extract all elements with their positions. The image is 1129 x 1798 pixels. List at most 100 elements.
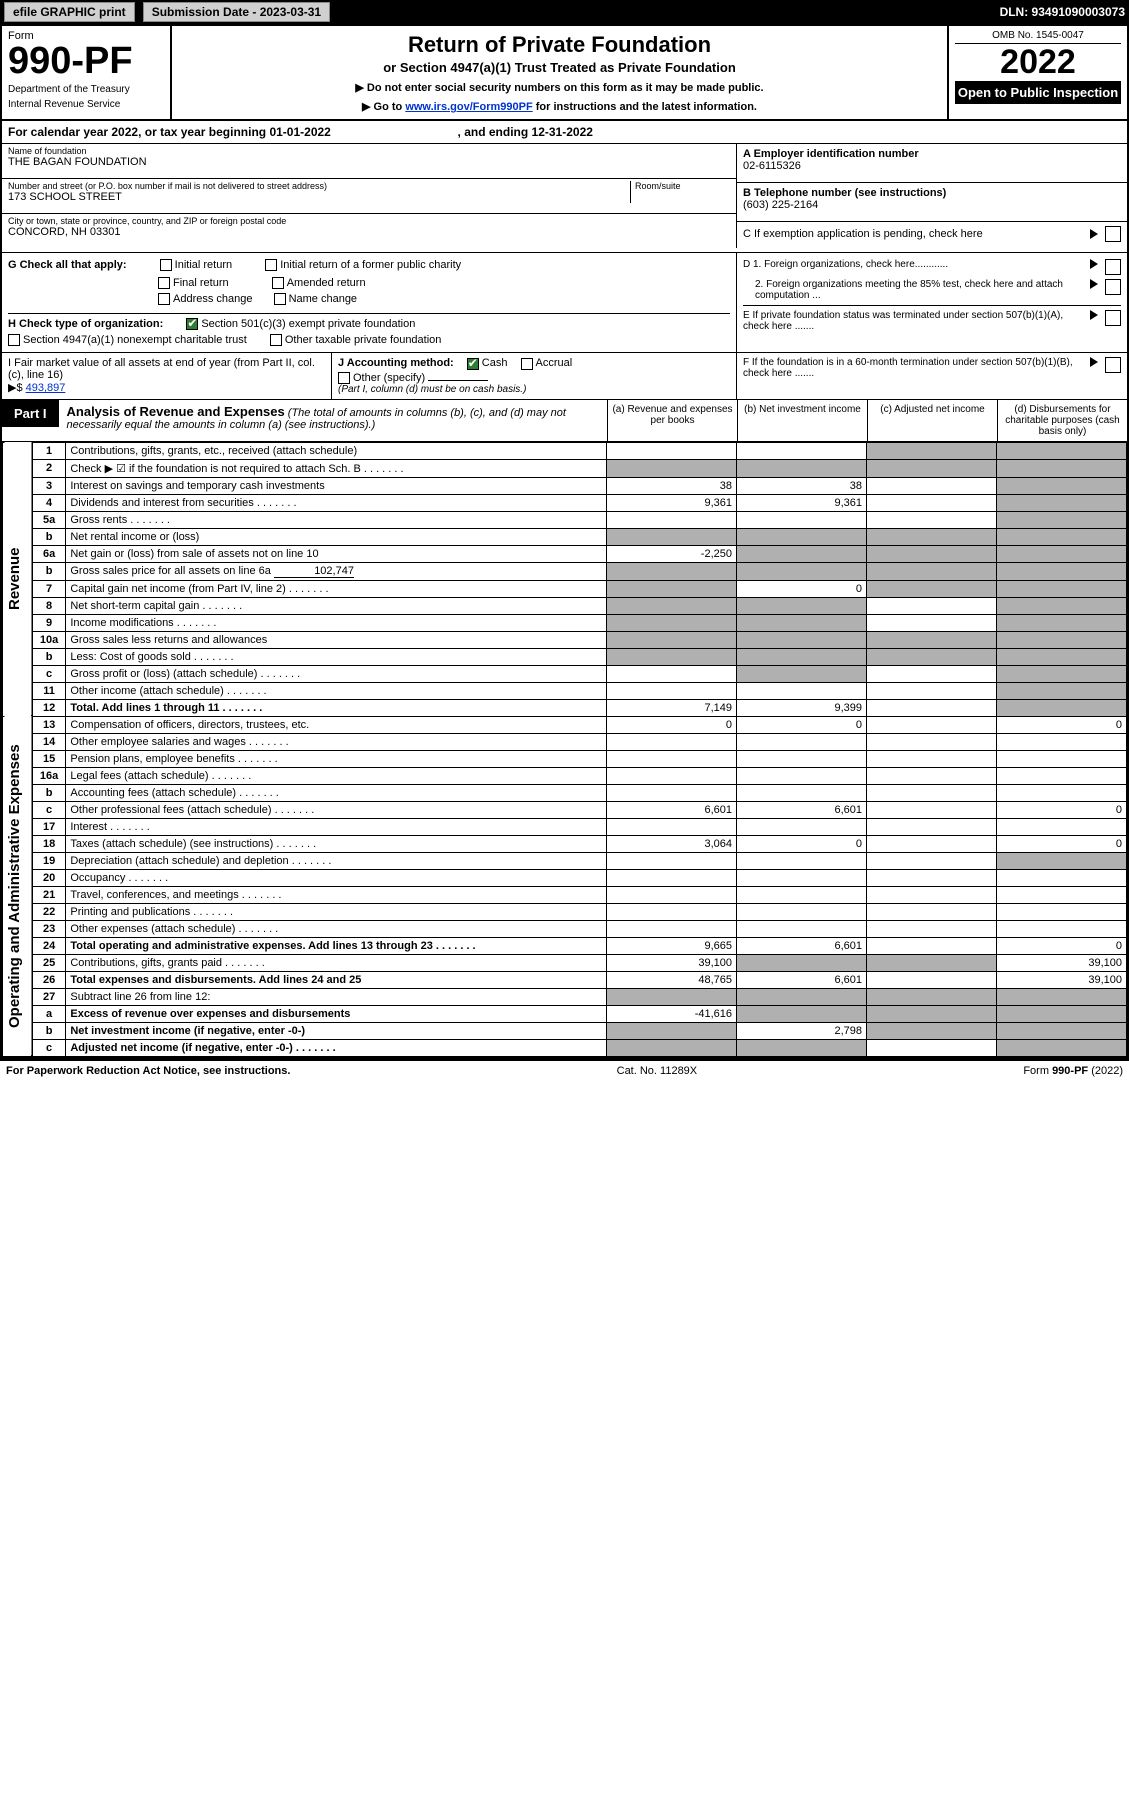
table-row: bNet investment income (if negative, ent… [3, 1022, 1127, 1039]
cell-b: 2,798 [737, 1022, 867, 1039]
cell-b [737, 852, 867, 869]
revenue-sidelabel: Revenue [3, 442, 32, 716]
table-row: cOther professional fees (attach schedul… [3, 801, 1127, 818]
line-description: Accounting fees (attach schedule) . . . … [66, 784, 607, 801]
line-number: b [32, 784, 66, 801]
cell-a: 3,064 [607, 835, 737, 852]
c-checkbox[interactable] [1105, 226, 1121, 242]
cell-a: 6,601 [607, 801, 737, 818]
part1-tab: Part I [2, 400, 59, 427]
table-row: 18Taxes (attach schedule) (see instructi… [3, 835, 1127, 852]
f-label: F If the foundation is in a 60-month ter… [743, 357, 1087, 379]
cell-a [607, 767, 737, 784]
cell-dcol [997, 1005, 1127, 1022]
triangle-icon [1090, 259, 1098, 269]
line-description: Check ▶ ☑ if the foundation is not requi… [66, 459, 607, 477]
cell-b [737, 767, 867, 784]
h-other-checkbox[interactable] [270, 334, 282, 346]
cell-b: 0 [737, 580, 867, 597]
line-description: Pension plans, employee benefits . . . .… [66, 750, 607, 767]
cell-b [737, 665, 867, 682]
irs-label: Internal Revenue Service [8, 99, 164, 110]
triangle-icon [1090, 310, 1098, 320]
fmv-value[interactable]: 493,897 [26, 382, 66, 394]
line-description: Gross rents . . . . . . . [66, 511, 607, 528]
part1-desc: Analysis of Revenue and Expenses (The to… [59, 400, 607, 435]
cell-c [867, 801, 997, 818]
e-label: E If private foundation status was termi… [743, 310, 1087, 332]
cell-c [867, 852, 997, 869]
addr-label: Number and street (or P.O. box number if… [8, 181, 630, 191]
cell-c [867, 614, 997, 631]
j-cash-checkbox[interactable] [467, 358, 479, 370]
cell-c [867, 818, 997, 835]
line-description: Net investment income (if negative, ente… [66, 1022, 607, 1039]
cell-a: -2,250 [607, 545, 737, 562]
cell-b [737, 597, 867, 614]
cell-dcol [997, 1039, 1127, 1056]
cell-dcol [997, 614, 1127, 631]
cell-a [607, 442, 737, 459]
d2-checkbox[interactable] [1105, 279, 1121, 295]
table-row: 24Total operating and administrative exp… [3, 937, 1127, 954]
cell-c [867, 528, 997, 545]
cell-dcol [997, 631, 1127, 648]
line-number: b [32, 562, 66, 580]
topbar: efile GRAPHIC print Submission Date - 20… [0, 0, 1129, 24]
line-description: Excess of revenue over expenses and disb… [66, 1005, 607, 1022]
cell-b [737, 459, 867, 477]
open-inspection: Open to Public Inspection [955, 81, 1121, 104]
g-amended-checkbox[interactable] [272, 277, 284, 289]
line-description: Travel, conferences, and meetings . . . … [66, 886, 607, 903]
d1-checkbox[interactable] [1105, 259, 1121, 275]
j-other-checkbox[interactable] [338, 372, 350, 384]
line-description: Net gain or (loss) from sale of assets n… [66, 545, 607, 562]
cell-a [607, 886, 737, 903]
line-number: 17 [32, 818, 66, 835]
table-row: 27Subtract line 26 from line 12: [3, 988, 1127, 1005]
line-number: 18 [32, 835, 66, 852]
line-number: 4 [32, 494, 66, 511]
cell-c [867, 580, 997, 597]
line-description: Net rental income or (loss) [66, 528, 607, 545]
line-description: Occupancy . . . . . . . [66, 869, 607, 886]
line-number: 22 [32, 903, 66, 920]
h-4947-checkbox[interactable] [8, 334, 20, 346]
g-initial-checkbox[interactable] [160, 259, 172, 271]
cell-a [607, 648, 737, 665]
cell-a: 48,765 [607, 971, 737, 988]
table-row: Revenue1Contributions, gifts, grants, et… [3, 442, 1127, 459]
irs-link[interactable]: www.irs.gov/Form990PF [405, 101, 532, 113]
efile-button[interactable]: efile GRAPHIC print [4, 2, 135, 22]
e-checkbox[interactable] [1105, 310, 1121, 326]
cell-dcol: 39,100 [997, 971, 1127, 988]
table-row: 3Interest on savings and temporary cash … [3, 477, 1127, 494]
cell-dcol [997, 477, 1127, 494]
g-final: Final return [173, 277, 229, 289]
line-number: 5a [32, 511, 66, 528]
j-accrual-checkbox[interactable] [521, 358, 533, 370]
line-number: 13 [32, 716, 66, 733]
cell-a [607, 562, 737, 580]
cell-c [867, 716, 997, 733]
cell-dcol [997, 682, 1127, 699]
cell-dcol [997, 545, 1127, 562]
part1-title: Analysis of Revenue and Expenses [67, 404, 285, 419]
line-number: 8 [32, 597, 66, 614]
c-label: C If exemption application is pending, c… [743, 228, 1087, 240]
header-right: OMB No. 1545-0047 2022 Open to Public In… [947, 26, 1127, 119]
table-row: 26Total expenses and disbursements. Add … [3, 971, 1127, 988]
g-initial-former-checkbox[interactable] [265, 259, 277, 271]
cal-end: 12-31-2022 [532, 125, 593, 139]
line-description: Compensation of officers, directors, tru… [66, 716, 607, 733]
g-name-checkbox[interactable] [274, 293, 286, 305]
cell-c [867, 835, 997, 852]
g-final-checkbox[interactable] [158, 277, 170, 289]
table-row: 25Contributions, gifts, grants paid . . … [3, 954, 1127, 971]
h-501c3-checkbox[interactable] [186, 318, 198, 330]
cell-a [607, 580, 737, 597]
g-address-checkbox[interactable] [158, 293, 170, 305]
f-checkbox[interactable] [1105, 357, 1121, 373]
cell-b [737, 648, 867, 665]
cell-b: 0 [737, 835, 867, 852]
